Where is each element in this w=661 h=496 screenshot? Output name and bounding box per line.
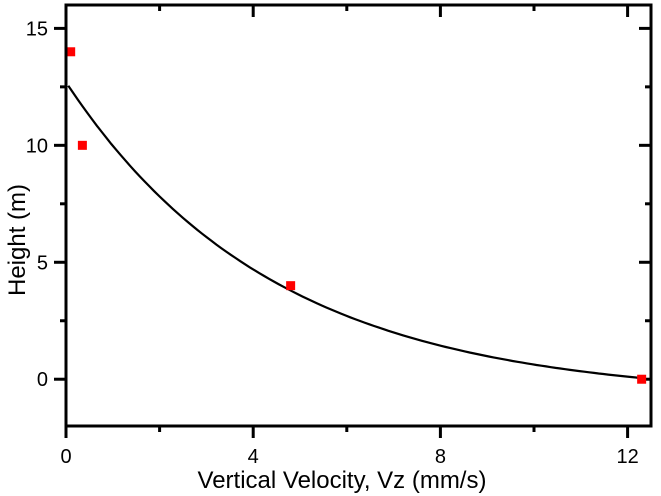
x-tick-label: 0 (60, 446, 71, 468)
x-tick-label: 12 (616, 446, 638, 468)
plot-frame (64, 3, 653, 428)
y-tick-label: 0 (37, 369, 48, 391)
y-tick-label: 15 (26, 18, 48, 40)
data-point (66, 47, 76, 57)
tick-labels-layer: 0 4 8 12 0 5 10 15 (26, 18, 639, 468)
y-axis-title: Height (m) (4, 184, 31, 296)
x-tick-label: 8 (435, 446, 446, 468)
fit-curve (67, 85, 642, 380)
fit-curve-layer (67, 85, 642, 380)
ticks-layer (54, 5, 651, 438)
y-tick-label: 10 (26, 135, 48, 157)
data-point (77, 140, 87, 150)
points-layer (66, 47, 647, 384)
x-axis-title: Vertical Velocity, Vz (mm/s) (198, 467, 487, 494)
data-point (637, 374, 647, 384)
y-tick-label: 5 (37, 252, 48, 274)
x-tick-label: 4 (248, 446, 259, 468)
data-point (286, 281, 296, 291)
